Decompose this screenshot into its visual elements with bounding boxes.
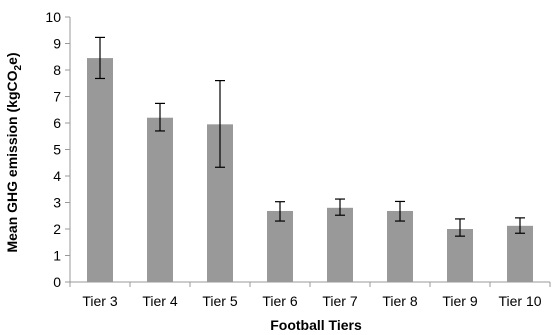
x-tick-label: Tier 5 <box>202 293 237 309</box>
y-tick-label: 0 <box>53 274 61 290</box>
y-tick-label: 8 <box>53 62 61 78</box>
bar-tier-6 <box>267 210 293 282</box>
x-tick-label: Tier 3 <box>82 293 117 309</box>
x-tick-label: Tier 4 <box>142 293 177 309</box>
bar-tier-7 <box>327 207 353 282</box>
error-bar-tier-10 <box>515 217 525 234</box>
error-bar-tier-5 <box>215 79 225 168</box>
x-tick-label: Tier 9 <box>442 293 477 309</box>
bars <box>87 58 533 283</box>
bar-tier-3 <box>87 58 113 283</box>
y-tick-label: 7 <box>53 89 61 105</box>
y-tick-label: 9 <box>53 36 61 52</box>
x-tick-label: Tier 7 <box>322 293 357 309</box>
error-bar-tier-4 <box>155 102 165 132</box>
bar-tier-8 <box>387 210 413 282</box>
y-tick-label: 2 <box>53 221 61 237</box>
y-axis-label: Mean GHG emission (kgCO2e) <box>4 52 24 252</box>
x-tick-label: Tier 6 <box>262 293 297 309</box>
y-axis-label-subscript: 2 <box>13 64 24 70</box>
y-axis-label-main: Mean GHG emission (kgCO <box>4 70 20 252</box>
y-tick-label: 6 <box>53 115 61 131</box>
x-tick-label: Tier 10 <box>498 293 541 309</box>
x-axis-ticks: Tier 3 Tier 4 Tier 5 Tier 6 Tier 7 Tier 8 Tier… <box>69 282 551 309</box>
y-tick-label: 3 <box>53 195 61 211</box>
y-tick-label: 4 <box>53 168 61 184</box>
y-tick-label: 5 <box>53 142 61 158</box>
error-bars <box>95 36 525 237</box>
y-tick-label: 1 <box>53 248 61 264</box>
error-bar-tier-3 <box>95 36 105 80</box>
y-axis-label-suffix: e) <box>4 52 20 64</box>
bar-tier-4 <box>147 117 173 282</box>
error-bar-tier-7 <box>335 198 345 216</box>
error-bar-tier-9 <box>455 218 465 237</box>
x-tick-label: Tier 8 <box>382 293 417 309</box>
error-bar-tier-8 <box>395 200 405 222</box>
x-axis-label: Football Tiers <box>270 317 362 333</box>
bar-tier-9 <box>447 229 473 282</box>
y-tick-label: 10 <box>45 9 61 25</box>
y-axis-ticks: 0 1 2 3 4 5 6 7 8 9 10 <box>45 9 70 290</box>
error-bar-tier-6 <box>275 201 285 222</box>
bar-tier-10 <box>507 225 533 282</box>
